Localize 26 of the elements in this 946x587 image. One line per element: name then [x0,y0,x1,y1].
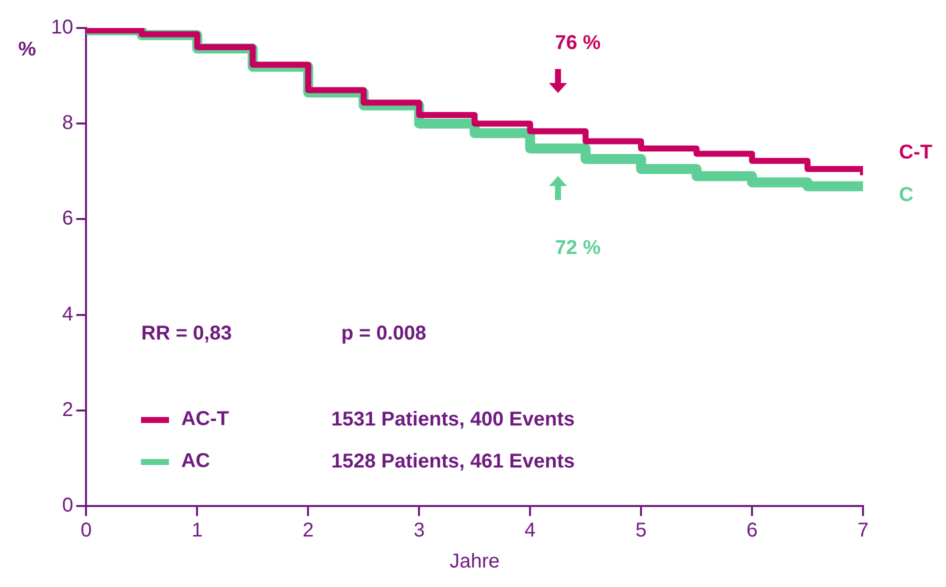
annotation: 1531 Patients, 400 Events [331,408,575,430]
x-tick-label: 7 [857,520,869,542]
legend-label: AC-T [181,408,229,432]
x-tick-label: 4 [524,520,536,542]
x-tick-label: 0 [80,520,92,542]
x-tick-label: 3 [414,520,425,542]
y-tick-label: 10 [50,16,74,39]
y-tick-label: 0 [62,494,74,517]
text: C [899,184,914,206]
annotation: 1528 Patients, 461 Events [331,450,575,472]
y-tick-label: 2 [62,398,74,421]
y-tick-label: 4 [62,303,74,326]
x-tick-label: 1 [192,520,203,542]
annotation: 76 % [555,32,601,54]
x-tick-label: 5 [636,520,647,542]
x-tick-label: 6 [746,520,758,542]
annotation: RR = 0,83 [141,322,232,344]
x-tick-label: 2 [302,520,314,542]
legend-label: AC [181,450,210,474]
y-tick-label: 6 [62,208,74,230]
y-axis-title: % [18,38,36,61]
x-axis-title: Jahre [450,550,500,573]
text: C-T [899,142,932,164]
annotation: p = 0.008 [341,322,426,344]
y-tick-label: 8 [62,112,74,134]
annotation: 72 % [555,236,601,259]
